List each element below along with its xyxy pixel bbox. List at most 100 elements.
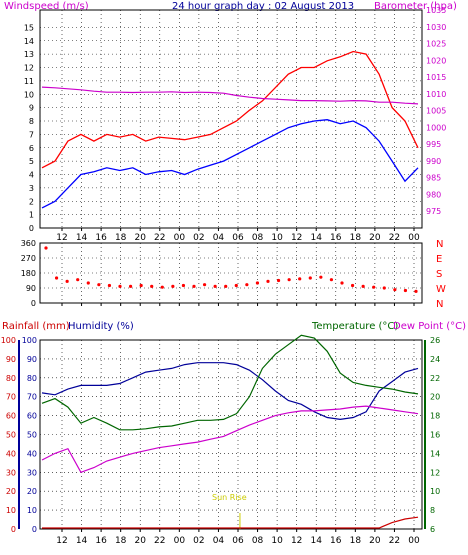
barometer-axis-title: Barometer (hpa) xyxy=(374,1,457,12)
compass-label: N xyxy=(436,239,443,250)
rainfall-tick-label: 80 xyxy=(6,374,16,383)
rainfall-tick-label: 50 xyxy=(6,431,16,440)
rainfall-tick-label: 70 xyxy=(6,393,16,402)
left-tick-label: 14 xyxy=(24,37,34,46)
direction-point xyxy=(350,283,355,288)
rainfall-axis-title: Rainfall (mm) xyxy=(2,321,70,332)
humidity-tick-label: 20 xyxy=(27,487,37,496)
dew_point-line xyxy=(41,405,419,474)
gust-line xyxy=(41,50,419,169)
right-tick-label: 1015 xyxy=(426,73,446,82)
temperature-tick-label: 12 xyxy=(430,468,440,477)
humidity-tick-label: 40 xyxy=(27,449,37,458)
direction-point xyxy=(276,278,281,283)
temperature-tick-label: 24 xyxy=(430,355,440,364)
temperature-axis-title: Temperature (°C) xyxy=(311,321,398,332)
x-tick-label: 18 xyxy=(350,536,362,546)
direction-point xyxy=(160,285,164,289)
x-tick-label: 10 xyxy=(271,536,283,546)
direction-point xyxy=(393,288,397,292)
temperature-tick-label: 22 xyxy=(430,374,440,383)
left-tick-label: 5 xyxy=(29,157,34,166)
x-tick-label: 22 xyxy=(389,536,400,546)
direction-tick-label: 0 xyxy=(31,299,36,308)
humidity-tick-label: 50 xyxy=(27,431,37,440)
rainfall-line xyxy=(42,516,419,529)
direction-point xyxy=(86,281,90,285)
right-tick-label: 1020 xyxy=(426,56,446,65)
x-tick-label: 16 xyxy=(330,233,342,243)
direction-point xyxy=(54,276,59,280)
compass-label: W xyxy=(436,284,446,295)
x-tick-label: 04 xyxy=(213,536,225,546)
x-tick-label: 10 xyxy=(271,233,283,243)
direction-point xyxy=(202,283,207,287)
direction-point xyxy=(329,278,334,282)
direction-point xyxy=(171,284,175,288)
direction-point xyxy=(361,284,365,288)
direction-point xyxy=(139,283,143,288)
x-tick-label: 16 xyxy=(95,233,107,243)
rainfall-tick-label: 100 xyxy=(1,336,16,345)
direction-point xyxy=(382,286,386,290)
x-tick-label: 16 xyxy=(330,536,342,546)
rainfall-tick-label: 20 xyxy=(6,487,16,496)
direction-point xyxy=(181,283,186,288)
direction-point xyxy=(97,283,101,287)
humidity-line xyxy=(41,362,419,421)
direction-point xyxy=(414,289,418,293)
x-tick-label: 16 xyxy=(95,536,107,546)
left-tick-label: 6 xyxy=(29,144,34,153)
humidity-tick-label: 90 xyxy=(27,355,37,364)
x-tick-label: 22 xyxy=(154,233,165,243)
x-tick-label: 12 xyxy=(291,536,302,546)
direction-point xyxy=(107,283,112,288)
left-tick-label: 0 xyxy=(29,224,34,233)
direction-point xyxy=(213,284,217,288)
right-tick-label: 1025 xyxy=(426,40,446,49)
x-tick-label: 20 xyxy=(369,233,381,243)
x-tick-label: 08 xyxy=(252,233,264,243)
temperature-tick-label: 8 xyxy=(430,506,435,515)
temperature-tick-label: 26 xyxy=(430,336,440,345)
compass-label: E xyxy=(436,254,442,265)
rainfall-tick-label: 40 xyxy=(6,449,16,458)
right-tick-label: 1035 xyxy=(426,6,446,15)
right-tick-label: 985 xyxy=(426,174,441,183)
left-tick-label: 4 xyxy=(29,171,34,180)
direction-point xyxy=(128,284,133,288)
right-tick-label: 990 xyxy=(426,157,441,166)
right-tick-label: 995 xyxy=(426,140,441,149)
x-tick-label: 00 xyxy=(408,233,420,243)
left-tick-label: 7 xyxy=(29,130,34,139)
temperature-line xyxy=(41,334,419,431)
avg_speed-line xyxy=(41,119,419,209)
direction-point xyxy=(298,277,302,281)
barometer-line xyxy=(41,86,419,105)
temperature-tick-label: 20 xyxy=(430,393,440,402)
dewpoint-axis-title: Dew Point (°C) xyxy=(393,321,466,332)
left-tick-label: 13 xyxy=(24,50,34,59)
wind-barometer-panel: 0123456789101112131415975980985990995100… xyxy=(24,6,447,243)
rainfall-tick-label: 60 xyxy=(6,412,16,421)
temperature-tick-label: 6 xyxy=(430,525,435,534)
direction-point xyxy=(266,279,270,283)
rainfall-tick-label: 90 xyxy=(6,355,16,364)
plot-frame xyxy=(39,9,423,229)
windspeed-axis-title: Windspeed (m/s) xyxy=(4,1,89,12)
x-tick-label: 06 xyxy=(232,536,244,546)
x-tick-label: 02 xyxy=(193,233,204,243)
direction-tick-label: 270 xyxy=(21,254,36,263)
direction-point xyxy=(255,281,260,285)
chart-title: 24 hour graph day : 02 August 2013 xyxy=(172,1,354,12)
x-tick-label: 12 xyxy=(291,233,302,243)
direction-point xyxy=(150,284,154,288)
left-tick-label: 10 xyxy=(24,90,34,99)
direction-point xyxy=(224,284,228,288)
direction-tick-label: 180 xyxy=(21,269,36,278)
direction-point xyxy=(118,284,122,288)
right-tick-label: 1000 xyxy=(426,123,446,132)
